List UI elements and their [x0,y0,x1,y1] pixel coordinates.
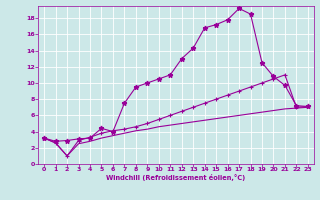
X-axis label: Windchill (Refroidissement éolien,°C): Windchill (Refroidissement éolien,°C) [106,174,246,181]
